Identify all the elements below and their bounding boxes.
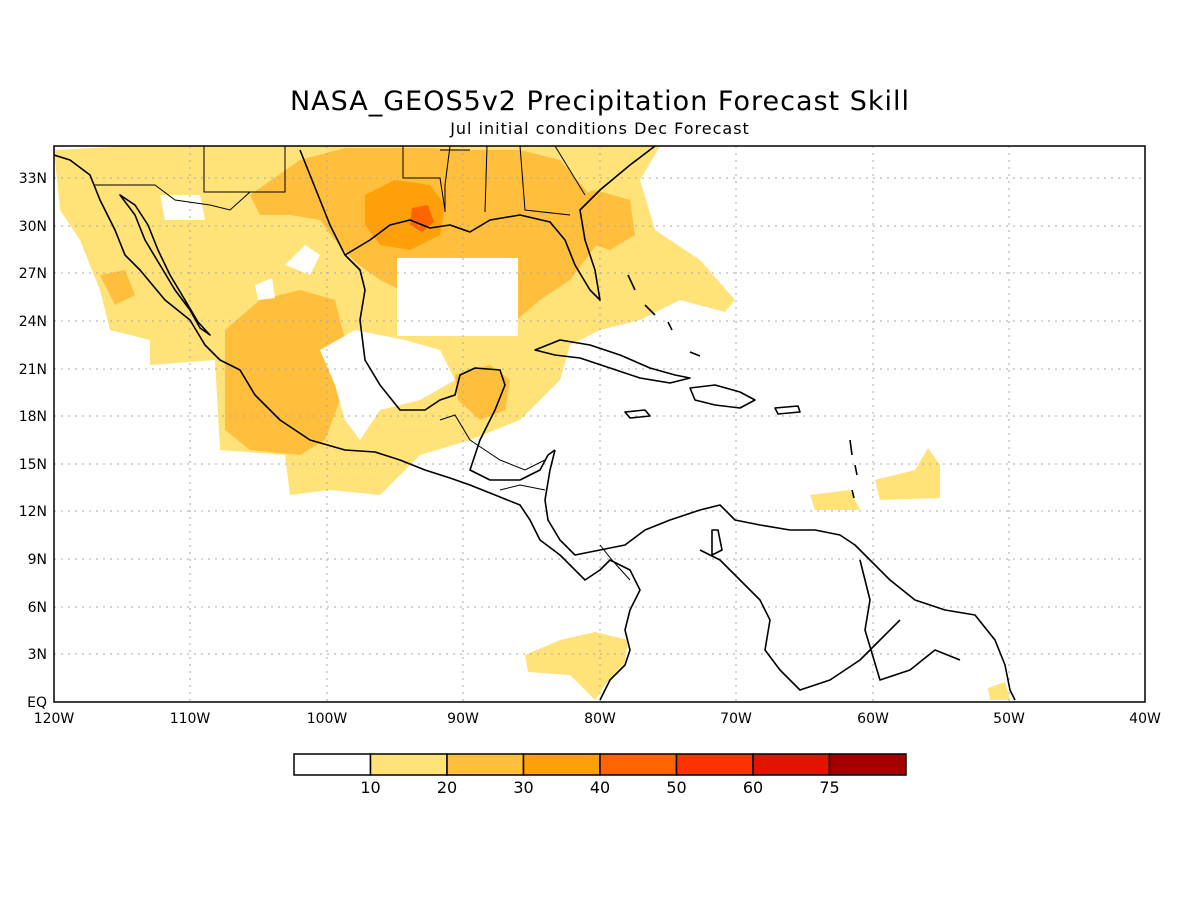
borders — [95, 146, 631, 581]
lat-tick-label: 3N — [28, 647, 47, 663]
skill-region-baja — [100, 270, 135, 305]
masked-box-gulf — [397, 258, 518, 336]
lat-tick-label: 30N — [19, 219, 47, 235]
lat-tick-label: 15N — [19, 457, 47, 473]
colorbar-swatch — [293, 753, 372, 776]
coastlines — [54, 146, 1016, 701]
gridlines — [54, 146, 1145, 702]
lon-tick-label: 70W — [720, 711, 752, 727]
lat-tick-label: 6N — [28, 600, 47, 616]
colorbar-label: 20 — [437, 778, 457, 797]
skill-region-mexico — [225, 290, 345, 455]
colorbar-swatch — [446, 753, 525, 776]
lon-tick-label: 120W — [34, 711, 75, 727]
lon-tick-label: 110W — [170, 711, 211, 727]
skill-region-louisiana — [365, 180, 445, 250]
lat-tick-label: 9N — [28, 552, 47, 568]
lon-tick-label: 100W — [307, 711, 348, 727]
colorbar-label: 30 — [513, 778, 533, 797]
colorbar-label: 40 — [590, 778, 610, 797]
lon-tick-label: 50W — [993, 711, 1025, 727]
colorbar-label: 10 — [360, 778, 380, 797]
skill-region-florida — [560, 190, 635, 250]
lon-tick-label: 90W — [447, 711, 479, 727]
lat-tick-label: 12N — [19, 504, 47, 520]
colorbar-swatch — [752, 753, 831, 776]
lon-axis: 120W 110W 100W 90W 80W 70W 60W 50W 40W — [34, 711, 1161, 727]
lat-tick-label: 21N — [19, 362, 47, 378]
masked-baja-hole — [255, 278, 275, 300]
skill-region-max — [410, 205, 434, 232]
skill-region-atlantic — [875, 448, 940, 500]
colorbar-swatch — [369, 753, 448, 776]
map-title: NASA_GEOS5v2 Precipitation Forecast Skil… — [289, 86, 911, 117]
colorbar-swatch — [675, 753, 754, 776]
map-subtitle: Jul initial conditions Dec Forecast — [450, 119, 750, 138]
lat-axis: EQ 3N 6N 9N 12N 15N 18N 21N 24N 27N 30N … — [19, 171, 47, 711]
colorbar-label: 60 — [743, 778, 763, 797]
colorbar-label: 75 — [819, 778, 839, 797]
lat-tick-label: 33N — [19, 171, 47, 187]
masked-gulf-west — [320, 330, 455, 440]
lon-tick-label: 80W — [584, 711, 616, 727]
colorbar-label: 50 — [666, 778, 686, 797]
lon-tick-label: 40W — [1129, 711, 1161, 727]
skill-region-pacific — [525, 632, 628, 700]
lat-tick-label: 24N — [19, 314, 47, 330]
colorbar-swatch — [599, 753, 678, 776]
map-frame — [53, 145, 1146, 703]
lat-tick-label: 27N — [19, 266, 47, 282]
lon-tick-label: 60W — [857, 711, 889, 727]
colorbar-swatch — [522, 753, 601, 776]
masked-az-hole — [160, 195, 205, 220]
colorbar: 10 20 30 40 50 60 75 — [293, 753, 907, 797]
skill-region-caribbean-south — [810, 490, 860, 510]
skill-region-guiana — [988, 682, 1010, 700]
colorbar-swatch — [828, 753, 907, 776]
masked-texas-hole — [285, 245, 320, 275]
skill-shading — [54, 146, 1010, 700]
lat-tick-label: 18N — [19, 409, 47, 425]
lat-tick-label: EQ — [27, 695, 47, 711]
